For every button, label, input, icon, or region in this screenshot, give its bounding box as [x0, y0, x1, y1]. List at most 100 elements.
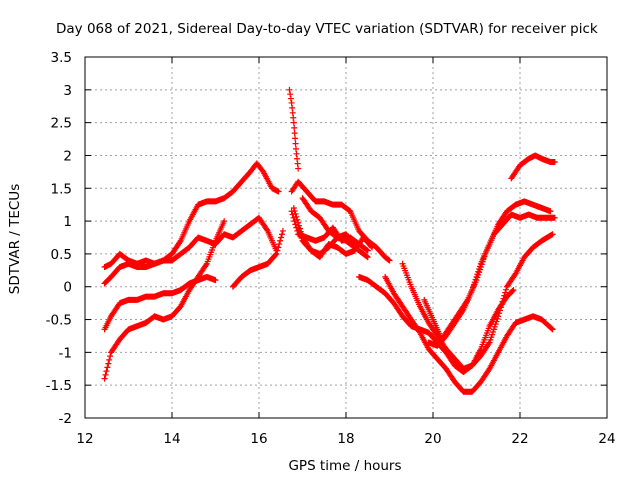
data-point — [290, 119, 297, 126]
data-point — [176, 239, 183, 246]
series-trace-c — [101, 204, 371, 333]
data-point — [273, 250, 280, 257]
data-point — [547, 208, 554, 215]
data-point — [549, 231, 556, 238]
data-point — [105, 360, 112, 367]
series-trace-i — [399, 231, 556, 372]
chart-title: Day 068 of 2021, Sidereal Day-to-day VTE… — [56, 21, 598, 37]
data-point — [494, 315, 501, 322]
data-point — [289, 211, 296, 218]
data-point — [502, 289, 509, 296]
data-point — [549, 326, 556, 333]
data-point — [499, 298, 506, 305]
data-point — [474, 271, 481, 278]
data-point — [275, 188, 282, 195]
data-point — [202, 262, 209, 269]
data-point — [386, 257, 393, 264]
data-point — [490, 326, 497, 333]
series-trace-k — [425, 198, 554, 349]
data-point — [274, 247, 281, 254]
data-point — [490, 329, 497, 336]
series-trace-l — [508, 152, 558, 182]
data-point — [294, 216, 301, 223]
x-tick-label: 16 — [250, 431, 267, 447]
grid — [85, 57, 607, 418]
y-tick-label: 3 — [63, 83, 72, 99]
x-tick-label: 12 — [76, 431, 93, 447]
data-point — [278, 231, 285, 238]
data-point — [385, 256, 392, 263]
data-point — [475, 268, 482, 275]
y-tick-label: 0.5 — [51, 247, 72, 263]
data-point — [548, 325, 555, 332]
data-point — [290, 214, 297, 221]
x-tick-label: 24 — [598, 431, 615, 447]
data-point — [263, 226, 270, 233]
x-axis-label: GPS time / hours — [288, 458, 401, 474]
x-tick-label: 22 — [511, 431, 528, 447]
data-point — [277, 237, 284, 244]
data-point — [286, 86, 293, 93]
data-point — [295, 224, 302, 231]
data-point — [491, 323, 498, 330]
data-point — [488, 334, 495, 341]
data-point — [493, 318, 500, 325]
data-point — [298, 235, 305, 242]
data-point — [291, 124, 298, 131]
data-point — [351, 241, 358, 248]
data-point — [363, 253, 370, 260]
data-point — [295, 165, 302, 172]
data-point — [102, 371, 109, 378]
data-point — [472, 276, 479, 283]
data-point — [106, 356, 113, 363]
data-point — [500, 295, 507, 302]
y-tick-label: -1 — [59, 345, 72, 361]
data-point — [364, 247, 371, 254]
data-point — [510, 287, 517, 294]
data-point — [279, 227, 286, 234]
data-point — [101, 375, 108, 382]
data-point — [473, 273, 480, 280]
y-tick-label: -2 — [59, 411, 72, 427]
series-trace-e — [286, 86, 376, 261]
data-point — [485, 340, 492, 347]
data-point — [291, 218, 298, 225]
y-tick-label: 0 — [63, 280, 72, 296]
series-trace-d — [101, 218, 228, 382]
data-point — [290, 204, 297, 211]
data-point — [293, 213, 300, 220]
data-point — [551, 214, 558, 221]
data-point — [496, 307, 503, 314]
data-point — [551, 159, 558, 166]
data-point — [492, 321, 499, 328]
data-point — [275, 244, 282, 251]
data-point — [287, 91, 294, 98]
data-point — [501, 292, 508, 299]
data-point — [272, 251, 279, 258]
data-point — [221, 218, 228, 225]
data-point — [296, 229, 303, 236]
data-point — [104, 364, 111, 371]
data-point — [476, 263, 483, 270]
data-point — [291, 130, 298, 137]
data-point — [489, 331, 496, 338]
y-tick-label: -1.5 — [46, 378, 72, 394]
data-point — [469, 287, 476, 294]
data-point — [509, 287, 516, 294]
ticks: 12 14 16 18 20 22 24 -2 -1.5 -1 -0.5 0 0.5 1 1.5 2 2.5 3 3… — [46, 50, 616, 447]
data-point — [296, 227, 303, 234]
data-point — [471, 279, 478, 286]
data-point — [103, 368, 110, 375]
data-point — [364, 254, 371, 261]
data-point — [287, 95, 294, 102]
data-point — [276, 241, 283, 248]
data-point — [363, 246, 370, 253]
data-point — [470, 284, 477, 291]
y-tick-label: -0.5 — [46, 313, 72, 329]
series-trace-h — [382, 273, 556, 395]
y-tick-label: 1.5 — [51, 181, 72, 197]
data-point — [297, 232, 304, 239]
data-point — [487, 336, 494, 343]
